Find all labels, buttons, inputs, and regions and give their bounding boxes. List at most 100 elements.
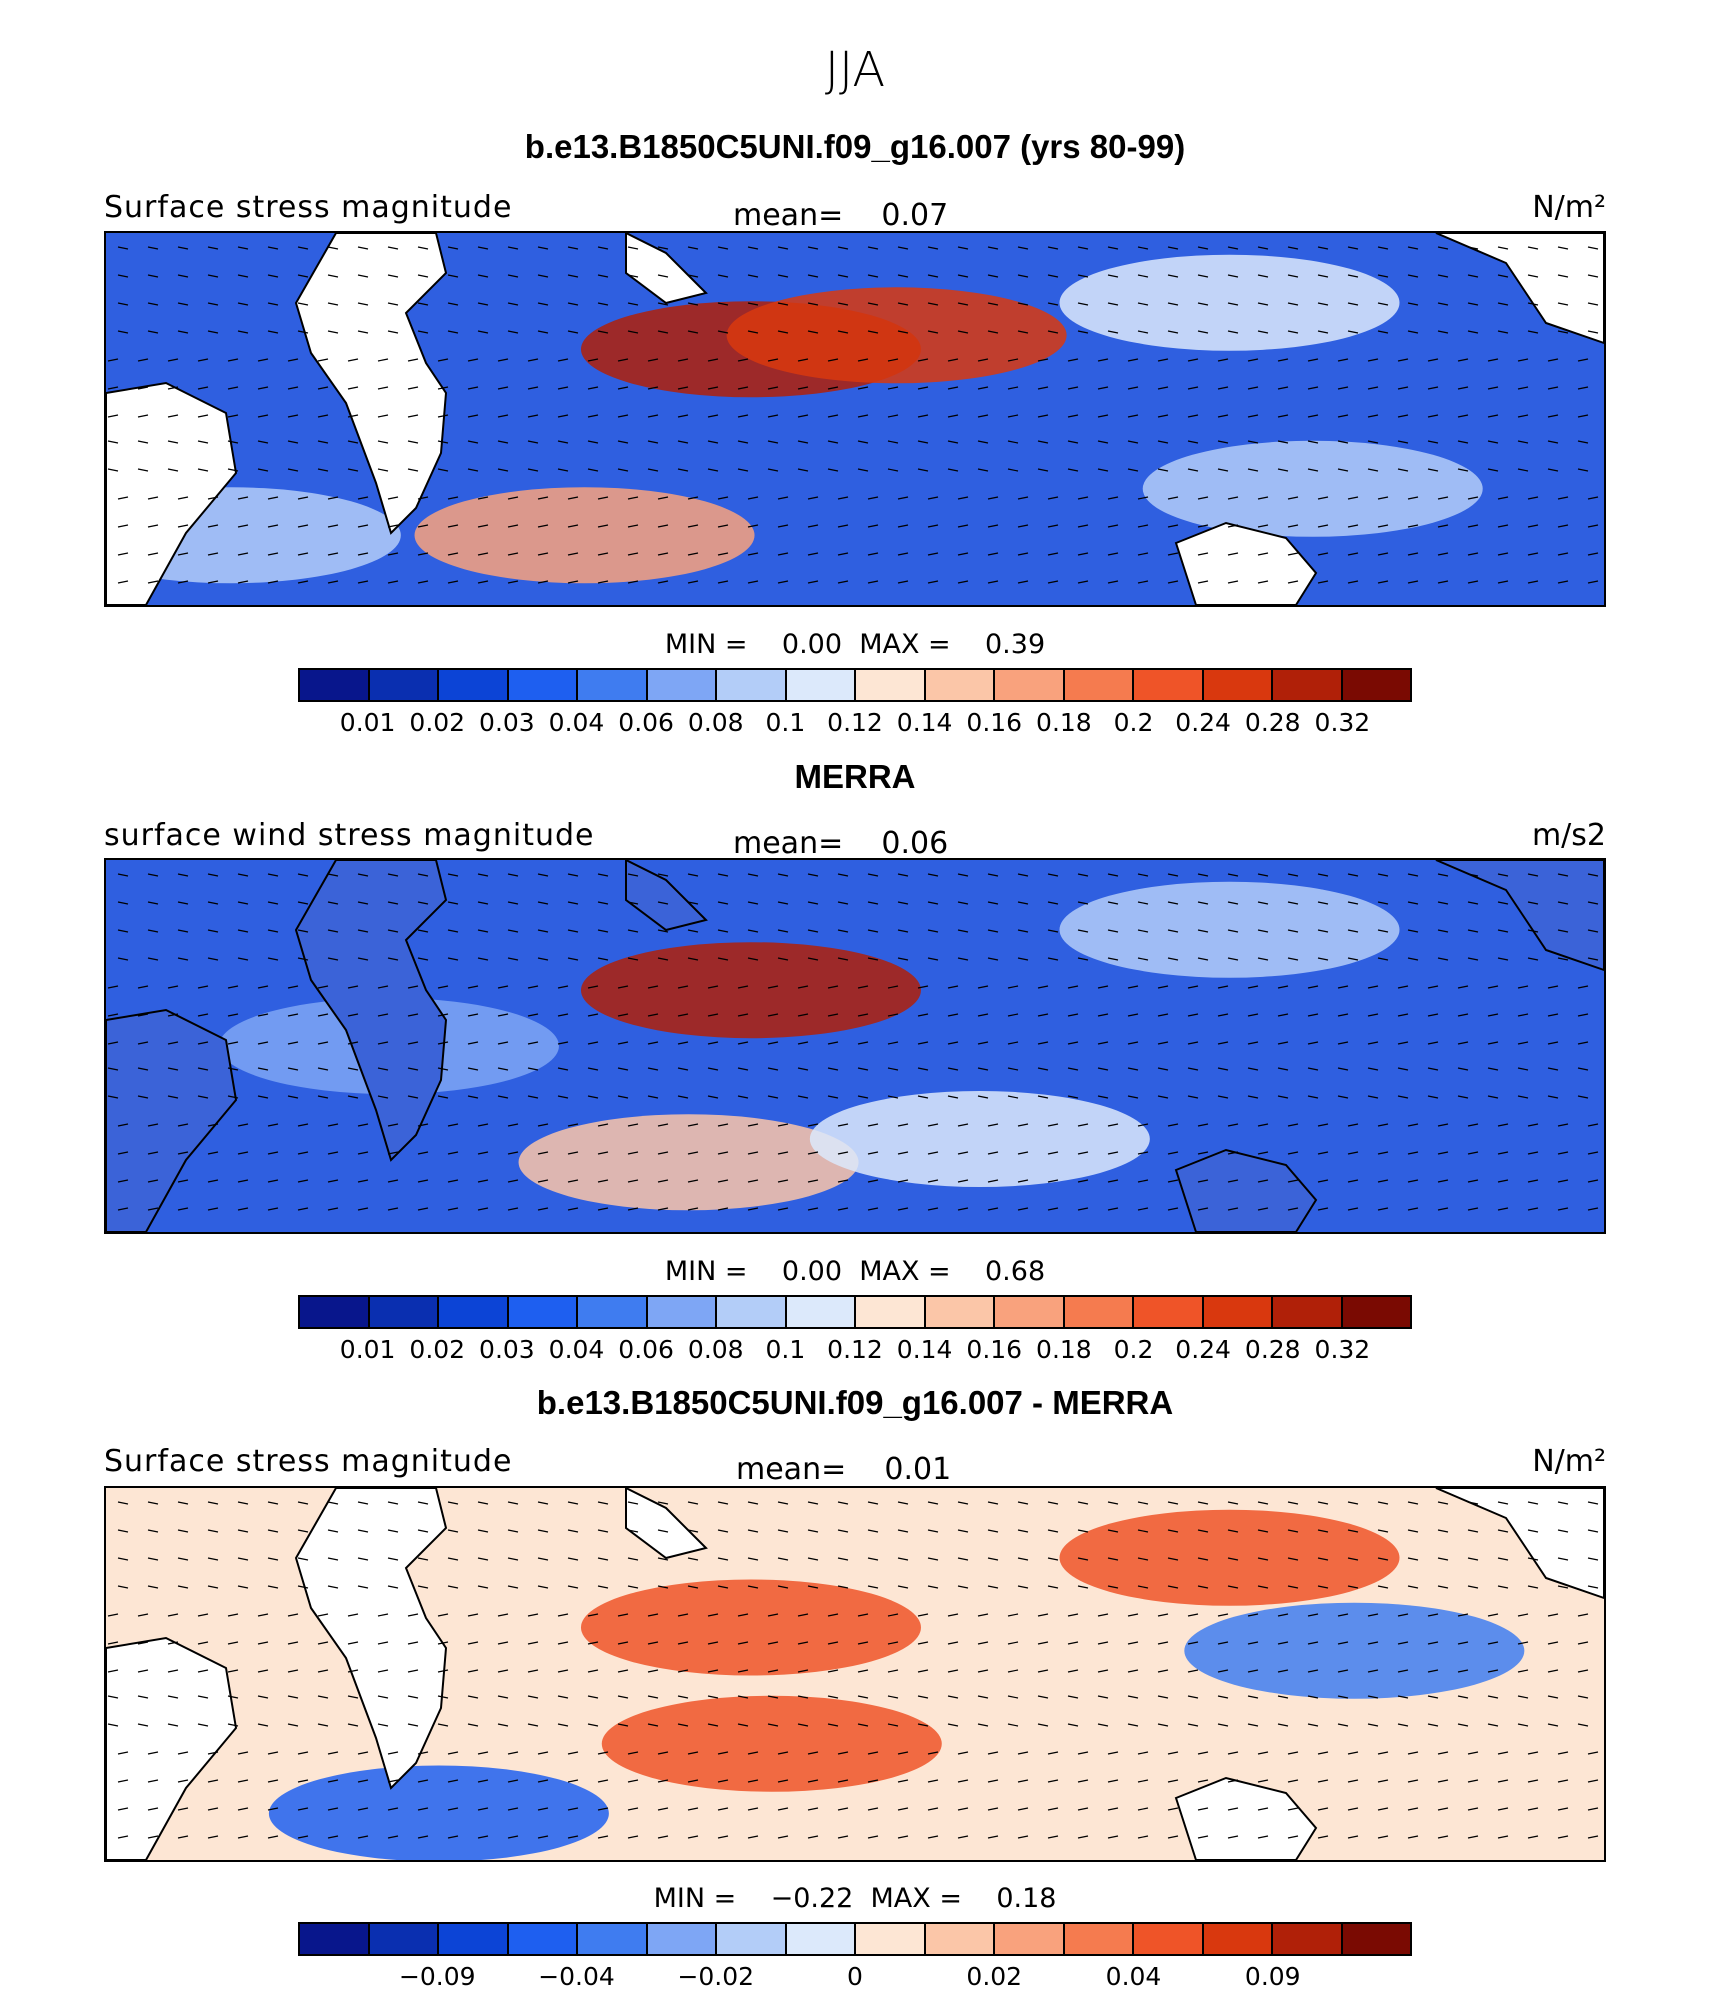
wind-vector [1037,1669,1049,1673]
wind-vector [287,1669,299,1673]
panel-1-mean: mean= 0.07 [733,198,948,233]
wind-vector [837,929,849,933]
wind-vector [707,1067,719,1071]
wind-vector [147,1207,159,1211]
wind-vector [1437,929,1449,933]
wind-vector [437,1041,449,1045]
wind-vector [377,1095,389,1099]
colorbar-tick-label: 0.09 [1244,1962,1301,1991]
wind-vector [1217,358,1229,362]
wind-vector [1317,246,1329,250]
wind-vector [717,1151,729,1155]
colorbar-swatch [439,1924,509,1954]
wind-vector [1427,1641,1439,1645]
wind-vector [297,929,309,933]
wind-vector [597,1151,609,1155]
wind-vector [1547,1613,1559,1617]
wind-vector [1157,1067,1169,1071]
wind-vector [1067,1641,1079,1645]
stress-anomaly [601,1695,942,1792]
wind-vector [1077,1807,1089,1811]
wind-vector [1127,1013,1139,1017]
wind-vector [1407,957,1419,961]
wind-vector [717,580,729,584]
wind-vector [107,1095,119,1099]
wind-vector [807,524,819,528]
wind-vector [977,1695,989,1699]
wind-vector [1107,1529,1119,1533]
wind-vector [557,1041,569,1045]
wind-vector [1007,440,1019,444]
wind-vector [1497,873,1509,877]
wind-vector [1197,1179,1209,1183]
wind-vector [407,386,419,390]
wind-vector [567,330,579,334]
wind-vector [507,552,519,556]
wind-vector [827,1613,839,1617]
wind-vector [117,302,129,306]
wind-vector [237,496,249,500]
continent-outline [1174,1776,1318,1860]
colorbar-tick-label: 0 [847,1962,863,1991]
wind-vector [1437,1501,1449,1505]
wind-vector [1347,302,1359,306]
wind-vector [537,873,549,877]
wind-vector [1547,1695,1559,1699]
wind-vector [687,1751,699,1755]
wind-vector [627,873,639,877]
wind-vector [867,1779,879,1783]
wind-vector [1367,1669,1379,1673]
continent-outline [625,860,708,932]
wind-vector [1457,1723,1469,1727]
wind-vector [1067,440,1079,444]
wind-vector [647,1067,659,1071]
wind-vector [1017,1557,1029,1561]
wind-vector [1007,1613,1019,1617]
wind-vector [1437,873,1449,877]
wind-vector [687,274,699,278]
wind-vector [837,1179,849,1183]
wind-vector [1427,440,1439,444]
wind-vector [1287,1179,1299,1183]
wind-vector [507,274,519,278]
wind-vector [357,552,369,556]
wind-vector [987,1585,999,1589]
wind-vector [347,440,359,444]
wind-vector [207,1807,219,1811]
wind-vector [1437,1807,1449,1811]
wind-vector [1097,985,1109,989]
wind-vector [197,1723,209,1727]
wind-vector [1487,1723,1499,1727]
wind-vector [527,440,539,444]
wind-vector [1397,1723,1409,1727]
wind-vector [597,1123,609,1127]
wind-vector [717,496,729,500]
wind-vector [887,1095,899,1099]
wind-vector [1227,274,1239,278]
wind-vector [1287,873,1299,877]
wind-vector [1497,1807,1509,1811]
wind-vector [467,468,479,472]
wind-vector [537,1123,549,1127]
wind-vector [557,468,569,472]
wind-vector [1377,1501,1389,1505]
wind-vector [1347,901,1359,905]
wind-vector [237,929,249,933]
wind-vector [567,1585,579,1589]
wind-vector [287,1613,299,1617]
wind-vector [137,1613,149,1617]
wind-vector [1197,901,1209,905]
wind-vector [1287,274,1299,278]
panel-3-max-value: 0.18 [996,1883,1057,1914]
wind-vector [597,552,609,556]
wind-vector [507,1779,519,1783]
wind-vector [1067,985,1079,989]
wind-vector [687,901,699,905]
panel-3-map-canvas [106,1488,1604,1860]
wind-vector [767,440,779,444]
wind-vector [407,1041,419,1045]
wind-vector [1527,1807,1539,1811]
wind-vector [417,1585,429,1589]
wind-vector [1187,1095,1199,1099]
wind-vector [957,957,969,961]
